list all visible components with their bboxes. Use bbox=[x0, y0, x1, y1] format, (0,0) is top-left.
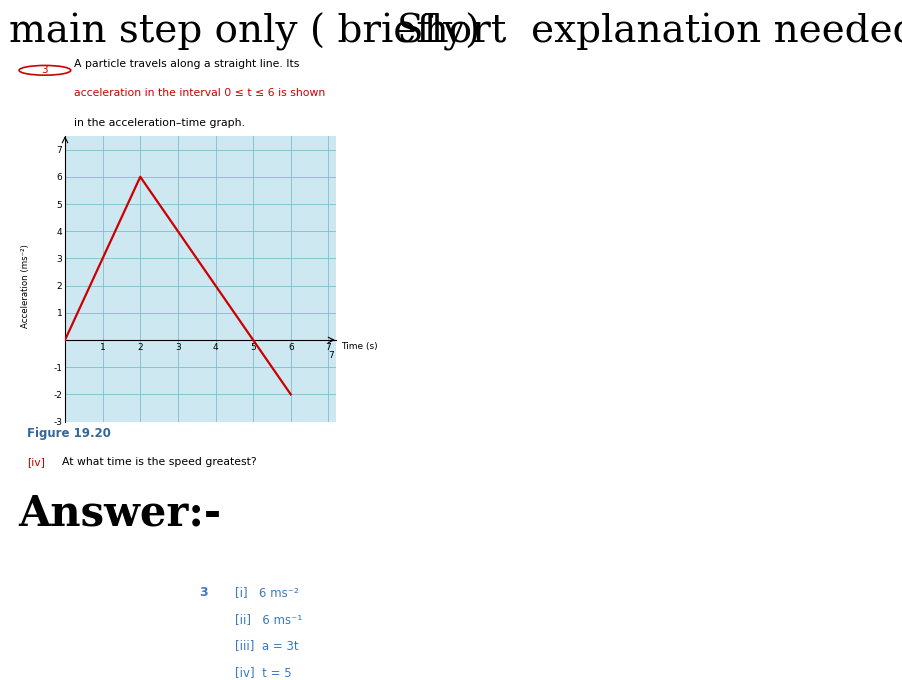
Text: Figure 19.20: Figure 19.20 bbox=[27, 427, 111, 440]
Text: At what time is the speed greatest?: At what time is the speed greatest? bbox=[61, 457, 256, 467]
Text: [iv]: [iv] bbox=[27, 457, 45, 467]
Text: [i]   6 ms⁻²: [i] 6 ms⁻² bbox=[235, 586, 298, 599]
Text: Answer:-: Answer:- bbox=[18, 492, 221, 534]
Text: [iii]  a = 3t: [iii] a = 3t bbox=[235, 639, 298, 652]
Text: 3: 3 bbox=[41, 65, 48, 75]
Text: 3: 3 bbox=[199, 586, 207, 599]
Text: Short  explanation needed: Short explanation needed bbox=[397, 12, 902, 50]
Text: A particle travels along a straight line. Its: A particle travels along a straight line… bbox=[74, 58, 299, 69]
Text: in the acceleration–time graph.: in the acceleration–time graph. bbox=[74, 118, 244, 128]
Text: [ii]   6 ms⁻¹: [ii] 6 ms⁻¹ bbox=[235, 613, 301, 626]
Text: [iv]  t = 5: [iv] t = 5 bbox=[235, 666, 291, 679]
Text: main step only ( briefly): main step only ( briefly) bbox=[9, 12, 480, 51]
Text: Acceleration (ms⁻²): Acceleration (ms⁻²) bbox=[21, 243, 30, 328]
Text: acceleration in the interval 0 ≤ t ≤ 6 is shown: acceleration in the interval 0 ≤ t ≤ 6 i… bbox=[74, 88, 325, 98]
Text: Time (s): Time (s) bbox=[341, 342, 378, 352]
Text: 7: 7 bbox=[328, 351, 334, 360]
